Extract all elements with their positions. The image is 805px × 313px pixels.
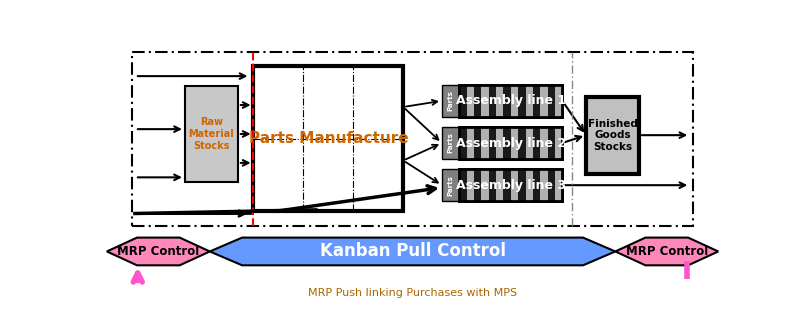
Text: Assembly line 1: Assembly line 1 (456, 94, 566, 107)
Text: Parts: Parts (448, 175, 454, 196)
Bar (460, 85, 562, 117)
Text: Assembly line 3: Assembly line 3 (456, 179, 566, 192)
Bar (467, 169, 474, 202)
Bar (540, 169, 547, 202)
Bar (481, 85, 489, 117)
Bar (185, 86, 238, 182)
Bar (132, 52, 693, 226)
Bar (442, 85, 460, 117)
Bar (460, 85, 562, 117)
Bar (555, 169, 563, 202)
Bar (481, 169, 489, 202)
Polygon shape (107, 238, 210, 265)
Bar (460, 127, 562, 159)
Bar (511, 169, 518, 202)
Bar (496, 169, 503, 202)
Polygon shape (210, 238, 615, 265)
Text: MRP Control: MRP Control (625, 245, 708, 258)
Bar (586, 97, 639, 174)
Text: Raw
Material
Stocks: Raw Material Stocks (188, 117, 234, 151)
Bar (555, 85, 563, 117)
Bar (540, 85, 547, 117)
Bar (460, 169, 562, 202)
Bar (511, 85, 518, 117)
Text: Finished
Goods
Stocks: Finished Goods Stocks (588, 119, 638, 152)
Text: MRP Push linking Purchases with MPS: MRP Push linking Purchases with MPS (308, 288, 517, 298)
Bar (460, 127, 562, 159)
Text: Parts: Parts (448, 133, 454, 153)
Bar (442, 127, 460, 159)
Bar (254, 66, 403, 211)
Text: Parts: Parts (448, 90, 454, 111)
Bar (467, 127, 474, 159)
Bar (467, 85, 474, 117)
Bar (442, 169, 460, 202)
Bar (496, 127, 503, 159)
Bar (526, 85, 533, 117)
Text: Kanban Pull Control: Kanban Pull Control (320, 243, 506, 260)
Bar (511, 127, 518, 159)
Bar (481, 127, 489, 159)
Bar (526, 169, 533, 202)
Bar (555, 127, 563, 159)
Bar (526, 127, 533, 159)
Bar (496, 85, 503, 117)
Text: MRP Control: MRP Control (118, 245, 200, 258)
Bar (540, 127, 547, 159)
Text: Parts Manufacture: Parts Manufacture (249, 131, 408, 146)
Bar (460, 169, 562, 202)
Text: Assembly line 2: Assembly line 2 (456, 136, 566, 150)
Polygon shape (615, 238, 718, 265)
